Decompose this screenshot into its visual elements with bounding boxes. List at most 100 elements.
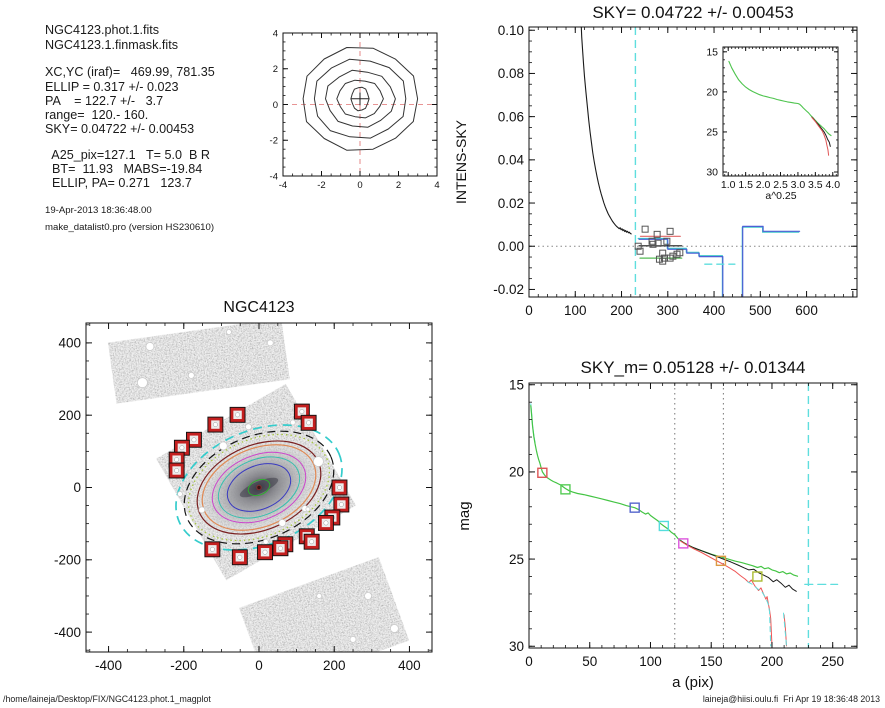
sky-sample-square <box>653 230 661 238</box>
field-south-grain <box>239 557 410 652</box>
masked-star <box>191 437 197 443</box>
x-tick-label: 200 <box>761 654 784 669</box>
mask-map-frame: -400 -200 0 200 400 -400 -200 0 200 400 <box>54 322 433 673</box>
mag-profile-plot-box <box>528 382 858 649</box>
mask-square <box>331 479 348 496</box>
y-tick-label: 4 <box>273 28 278 39</box>
mask-square-red <box>230 407 245 422</box>
info-line-sky: SKY= 0.04722 +/- 0.00453 <box>45 122 195 136</box>
sky-sample-square <box>649 240 657 248</box>
fit-ellipse-a113 <box>217 456 301 519</box>
contour-level-2 <box>325 69 396 128</box>
sky-sample-square <box>676 249 684 257</box>
bright-star <box>305 506 311 512</box>
series-sky-step-blue <box>638 225 801 297</box>
y-tick-label: 0 <box>73 480 81 495</box>
sky-sample-square <box>659 249 667 257</box>
info-line-ellip: ELLIP = 0.317 +/- 0.023 <box>45 80 179 94</box>
fit-ellipse-a88 <box>226 463 292 512</box>
series-growth-red <box>811 117 830 156</box>
x-tick-label: 250 <box>821 654 844 669</box>
x-tick-label: 0 <box>525 654 533 669</box>
x-tick-label: 50 <box>582 654 597 669</box>
mask-square-red <box>334 497 349 512</box>
info-line-xcyc: XC,YC (iraf)= 469.99, 781.35 <box>45 65 215 79</box>
masked-star <box>212 422 218 428</box>
contour-panel: -4 -2 0 2 4 -4 -2 0 2 4 <box>270 28 440 191</box>
isophote-contours-box <box>282 32 438 177</box>
mag-plot-title: SKY_m= 0.05128 +/- 0.01344 <box>581 358 806 377</box>
info-line-bt: BT= 11.93 MABS=-19.84 <box>45 162 203 176</box>
ellipse-radius-marker <box>658 520 670 532</box>
y-tick-label: 20 <box>706 87 718 99</box>
growth-inset-box <box>722 46 839 177</box>
intens-sky-plot-frame: 0 100 200 300 400 500 600 0.10 0.08 0.06 0.04 0.02 0… <box>493 23 858 318</box>
mask-square <box>272 540 289 557</box>
field-north-grain <box>107 323 290 404</box>
y-tick-label: 2 <box>273 64 278 75</box>
y-tick-label: 0.08 <box>498 66 524 81</box>
mask-square-red <box>232 550 247 565</box>
x-tick-label: 400 <box>703 303 726 318</box>
series-intensity-profile <box>580 27 632 235</box>
bright-star <box>198 506 206 514</box>
y-tick-label: 30 <box>706 167 718 179</box>
ellipse-radius-marker <box>560 484 571 495</box>
mask-square <box>303 533 320 550</box>
x-tick-label: 600 <box>795 303 818 318</box>
bright-star <box>289 419 296 426</box>
x-tick-label: 150 <box>700 654 723 669</box>
contour-level-1 <box>336 79 384 119</box>
field-north <box>107 323 290 404</box>
y-tick-label: -4 <box>270 171 278 182</box>
masked-star <box>209 546 215 552</box>
info-line-file2: NGC4123.1.finmask.fits <box>45 38 178 52</box>
info-line-pa: PA = 122.7 +/- 3.7 <box>45 94 164 108</box>
x-tick-label: -200 <box>170 658 197 673</box>
mag-y-axis-label: mag <box>456 501 473 530</box>
sky-sample-square <box>663 237 671 245</box>
series-mag-cyan-follow <box>747 581 772 647</box>
masked-star <box>174 468 180 473</box>
contour-level-3 <box>313 58 407 139</box>
y-tick-label: 30 <box>509 639 524 654</box>
bright-star <box>349 635 357 643</box>
mask-map-box <box>85 322 433 653</box>
fit-ellipse-a196 <box>187 433 331 542</box>
series-sky-step-teal <box>637 226 800 297</box>
growth-inset-frame: 1.0 1.5 2.0 2.5 3.0 3.5 4.0 15 20 25 30 <box>706 46 840 191</box>
ellipse-radius-marker <box>537 467 548 478</box>
x-tick-label: 4.0 <box>825 179 840 191</box>
info-line-program: make_datalist0.pro (version HS230610) <box>45 222 215 233</box>
mask-square <box>257 544 273 561</box>
masked-star <box>179 445 185 451</box>
map-title: NGC4123 <box>223 299 294 316</box>
mask-square <box>207 416 224 433</box>
x-tick-label: 3.5 <box>808 179 823 191</box>
mask-square-red <box>304 534 319 549</box>
info-line-range: range= 120.- 160. <box>45 108 149 122</box>
bright-star <box>226 329 232 335</box>
x-tick-label: 400 <box>398 658 421 673</box>
x-tick-label: 1.5 <box>738 179 753 191</box>
inset-x-axis-label: a^0.25 <box>765 190 796 202</box>
y-tick-label: 0.10 <box>498 23 524 38</box>
series-mag-red <box>680 540 773 647</box>
x-tick-label: -4 <box>279 180 287 191</box>
x-tick-label: 200 <box>610 303 633 318</box>
masked-star <box>262 549 268 555</box>
mask-square-red <box>169 463 184 478</box>
x-tick-label: 100 <box>564 303 587 318</box>
masked-star <box>235 412 241 418</box>
sky-sample-square <box>654 239 662 247</box>
mag-x-axis-label: a (pix) <box>672 674 714 691</box>
mask-square <box>185 431 202 448</box>
bright-star <box>266 339 274 347</box>
x-tick-label: 200 <box>323 658 346 673</box>
sky-sample-square <box>636 247 644 255</box>
y-tick-label: 20 <box>509 465 524 480</box>
info-line-ellippa: ELLIP, PA= 0.271 123.7 <box>45 176 192 190</box>
map-panel: -400 -200 0 200 400 -400 -200 0 200 400 <box>54 322 433 673</box>
